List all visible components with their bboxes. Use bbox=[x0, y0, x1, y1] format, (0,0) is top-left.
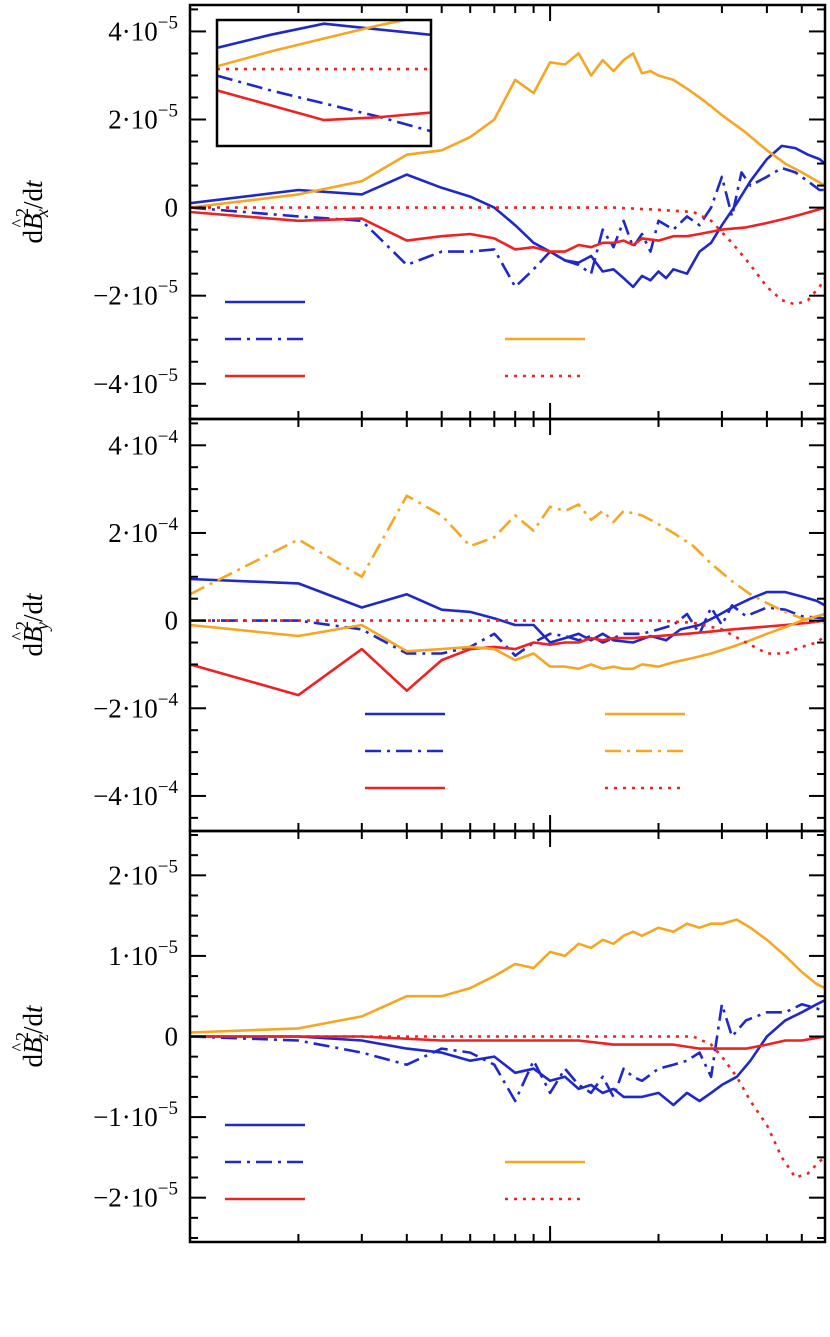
series-z-str bbox=[190, 918, 825, 1034]
panel-x-plot-area bbox=[190, 52, 825, 306]
y-tick-label-z: 1·10−5 bbox=[108, 937, 178, 971]
text-layer: 4·10−5 2·10−5 0 −2·10−5 −4·10−5 dB^2x/dt 4·10−… bbox=[8, 12, 178, 1212]
inset-series-adv bbox=[217, 22, 431, 50]
y-tick-label-z: −1·10−5 bbox=[93, 1098, 178, 1132]
y-tick-label-y: −4·10−4 bbox=[93, 777, 178, 811]
y-tick-label-y: −2·10−4 bbox=[93, 689, 178, 723]
y-tick-label-y: 0 bbox=[165, 606, 179, 636]
series-y-adv bbox=[190, 577, 825, 644]
y-tick-label-x: 4·10−5 bbox=[108, 12, 178, 46]
inset-series-str bbox=[217, 20, 411, 68]
y-tick-label-x: 2·10−5 bbox=[108, 101, 178, 135]
series-x-str bbox=[190, 52, 825, 209]
inset-series-com bbox=[217, 89, 431, 122]
y-tick-label-z: 2·10−5 bbox=[108, 856, 178, 890]
series-y-adv-k bbox=[190, 604, 825, 657]
series-z-res bbox=[190, 1035, 825, 1179]
inset-plot-area bbox=[217, 20, 431, 133]
series-x-adv-k bbox=[190, 166, 825, 289]
frame-layer bbox=[188, 3, 827, 1244]
series-x-adv bbox=[190, 144, 825, 289]
y-tick-label-x: −2·10−5 bbox=[93, 277, 178, 311]
y-tick-label-x: 0 bbox=[165, 193, 179, 223]
y-tick-label-x: −4·10−5 bbox=[93, 365, 178, 399]
panel-y-plot-area bbox=[190, 494, 825, 697]
y-tick-label-y: 4·10−4 bbox=[108, 426, 178, 460]
series-x-res bbox=[190, 206, 825, 306]
series-z-com bbox=[190, 1035, 825, 1050]
inset-series-adv-k bbox=[217, 74, 431, 133]
panel-z-plot-area bbox=[190, 918, 825, 1179]
series-z-adv-k bbox=[190, 1003, 825, 1103]
series-z-adv bbox=[190, 999, 825, 1107]
series-y-res bbox=[190, 619, 825, 655]
y-axis-label-z: dB^2z/dt bbox=[8, 1004, 52, 1067]
y-axis-label-x: dB^2x/dt bbox=[8, 179, 52, 243]
y-tick-label-z: −2·10−5 bbox=[93, 1179, 178, 1213]
inset-background bbox=[217, 20, 431, 146]
series-y-str bbox=[190, 612, 825, 671]
y-tick-label-y: 2·10−4 bbox=[108, 514, 178, 548]
series-y-str-k bbox=[190, 494, 825, 625]
y-tick-label-z: 0 bbox=[165, 1022, 179, 1052]
y-axis-label-y: dB^2y/dt bbox=[8, 592, 52, 656]
series-y-com bbox=[190, 619, 825, 697]
inset-frame bbox=[215, 18, 433, 148]
panel-y-frame bbox=[188, 417, 827, 833]
data-layer bbox=[190, 20, 825, 1179]
series-x-com bbox=[190, 206, 825, 253]
